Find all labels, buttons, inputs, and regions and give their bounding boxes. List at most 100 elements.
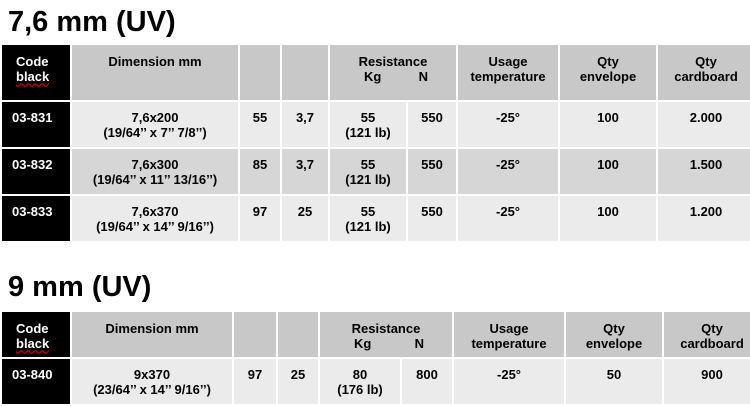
row-cardboard: 2.000: [658, 102, 750, 147]
row-kg: 55 (121 lb): [330, 149, 406, 194]
row-dimension-main: 7,6x200: [131, 110, 179, 125]
row-n: 550: [408, 196, 457, 241]
row-dimension-main: 7,6x300: [131, 157, 179, 172]
row-dimension: 7,6x300 (19/64’’ x 11’’ 13/16’’): [72, 149, 238, 194]
row-code: 03-840: [2, 359, 70, 404]
header-qty-envelope: Qty envelope: [566, 312, 663, 357]
section-title-9mm: 9 mm (UV): [8, 271, 152, 303]
row-code: 03-832: [2, 149, 70, 194]
header-blank-2: [278, 312, 318, 357]
row-dimension-main: 9x370: [133, 367, 171, 382]
row-dimension-inch: (19/64’’ x 7’’ 7/8’’): [103, 125, 207, 140]
row-kg: 55 (121 lb): [330, 102, 406, 147]
row-cardboard: 900: [664, 359, 750, 404]
header-qty-env-line2: envelope: [585, 336, 643, 351]
row-col1: 55: [240, 102, 280, 147]
header-kg: Kg: [354, 336, 372, 351]
header-qty-card-line2: cardboard: [680, 336, 744, 351]
header-resistance-label: Resistance: [351, 321, 421, 336]
header-resistance: Resistance Kg N: [320, 312, 453, 357]
row-kg-value: 55: [360, 157, 376, 172]
row-envelope: 100: [560, 196, 657, 241]
row-n: 550: [408, 102, 457, 147]
row-col1: 97: [240, 196, 280, 241]
header-kg: Kg: [364, 69, 382, 84]
header-usage-line1: Usage: [488, 54, 528, 69]
row-envelope: 100: [560, 102, 657, 147]
row-code: 03-833: [2, 196, 70, 241]
table-row: 03-833 7,6x370 (19/64’’ x 14’’ 9/16’’) 97…: [2, 196, 750, 241]
header-qty-card-line1: Qty: [695, 54, 717, 69]
row-kg-value: 55: [360, 110, 376, 125]
row-dimension: 7,6x200 (19/64’’ x 7’’ 7/8’’): [72, 102, 238, 147]
row-dimension-main: 7,6x370: [131, 204, 179, 219]
table-row: 03-831 7,6x200 (19/64’’ x 7’’ 7/8’’) 55 3…: [2, 102, 750, 147]
header-code: Code black: [2, 45, 70, 100]
header-row: Code black Dimension mm Resistance Kg N U…: [2, 312, 750, 357]
row-col2: 3,7: [282, 149, 328, 194]
header-qty-env-line1: Qty: [603, 321, 625, 336]
row-kg: 80 (176 lb): [320, 359, 400, 404]
row-col2: 25: [278, 359, 318, 404]
row-col1: 97: [234, 359, 276, 404]
header-code-line1: Code: [16, 54, 49, 69]
header-qty-cardboard: Qty cardboard: [658, 45, 750, 100]
row-code: 03-831: [2, 102, 70, 147]
header-qty-cardboard: Qty cardboard: [664, 312, 750, 357]
header-blank-1: [240, 45, 280, 100]
header-usage-temperature: Usage temperature: [454, 312, 565, 357]
row-n: 800: [402, 359, 453, 404]
header-dimension: Dimension mm: [72, 312, 232, 357]
header-code: Code black: [2, 312, 70, 357]
row-col1: 85: [240, 149, 280, 194]
row-temp: -25°: [454, 359, 565, 404]
header-usage-temperature: Usage temperature: [458, 45, 559, 100]
header-resistance-label: Resistance: [358, 54, 428, 69]
table-row: 03-840 9x370 (23/64’’ x 14’’ 9/16’’) 97 2…: [2, 359, 750, 404]
header-n: N: [414, 336, 425, 351]
header-qty-env-line2: envelope: [579, 69, 637, 84]
header-qty-env-line1: Qty: [597, 54, 619, 69]
row-temp: -25°: [458, 196, 559, 241]
row-n: 550: [408, 149, 457, 194]
header-code-line2: black: [16, 336, 50, 351]
row-dimension-inch: (19/64’’ x 14’’ 9/16’’): [96, 219, 214, 234]
row-col2: 25: [282, 196, 328, 241]
header-code-line2: black: [16, 69, 50, 84]
row-kg: 55 (121 lb): [330, 196, 406, 241]
row-temp: -25°: [458, 102, 559, 147]
row-dimension-inch: (19/64’’ x 11’’ 13/16’’): [92, 172, 218, 187]
row-cardboard: 1.200: [658, 196, 750, 241]
row-kg-lb: (176 lb): [337, 382, 383, 397]
row-envelope: 50: [566, 359, 663, 404]
header-usage-line2: temperature: [470, 69, 546, 84]
section-title-7-6mm: 7,6 mm (UV): [8, 6, 176, 38]
header-blank-1: [234, 312, 276, 357]
header-usage-line2: temperature: [471, 336, 547, 351]
row-temp: -25°: [458, 149, 559, 194]
table-row: 03-832 7,6x300 (19/64’’ x 11’’ 13/16’’) 8…: [2, 149, 750, 194]
row-envelope: 100: [560, 149, 657, 194]
header-qty-envelope: Qty envelope: [560, 45, 657, 100]
product-table-9mm: Code black Dimension mm Resistance Kg N U…: [0, 310, 750, 406]
row-cardboard: 1.500: [658, 149, 750, 194]
row-dimension: 7,6x370 (19/64’’ x 14’’ 9/16’’): [72, 196, 238, 241]
row-kg-lb: (121 lb): [345, 172, 391, 187]
header-code-line1: Code: [16, 321, 49, 336]
row-kg-lb: (121 lb): [345, 219, 391, 234]
product-table-7-6mm: Code black Dimension mm Resistance Kg N U…: [0, 43, 750, 243]
row-dimension-inch: (23/64’’ x 14’’ 9/16’’): [93, 382, 211, 397]
header-n: N: [418, 69, 429, 84]
header-usage-line1: Usage: [489, 321, 529, 336]
header-qty-card-line1: Qty: [701, 321, 723, 336]
header-resistance: Resistance Kg N: [330, 45, 457, 100]
header-blank-2: [282, 45, 328, 100]
header-dimension: Dimension mm: [72, 45, 238, 100]
row-dimension: 9x370 (23/64’’ x 14’’ 9/16’’): [72, 359, 232, 404]
row-kg-value: 80: [352, 367, 368, 382]
header-qty-card-line2: cardboard: [674, 69, 738, 84]
header-row: Code black Dimension mm Resistance Kg N U…: [2, 45, 750, 100]
row-col2: 3,7: [282, 102, 328, 147]
row-kg-lb: (121 lb): [345, 125, 391, 140]
row-kg-value: 55: [360, 204, 376, 219]
